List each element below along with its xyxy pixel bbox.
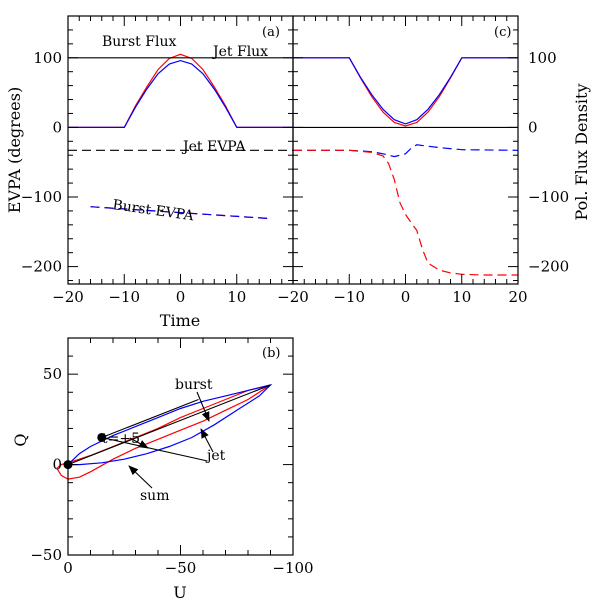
panel-c-y-tick-label: −100 (528, 188, 569, 206)
panel-b-y-tick-label: 50 (43, 365, 62, 383)
panel-c-label: (c) (494, 25, 511, 40)
y-axis-title-evpa: EVPA (degrees) (5, 87, 24, 213)
panel-a-series-5-blue-dashed (90, 206, 271, 220)
panel-c-series-1-blue-solid (293, 57, 518, 125)
burst-label: burst (175, 377, 213, 393)
panel-c-series-4-red-dashed (293, 149, 518, 276)
panel-b-label: (b) (262, 346, 280, 361)
panel-b-x-tick-label: −100 (272, 559, 313, 577)
panel-b-point-0 (63, 460, 73, 470)
panel-b-series-4-black-solid (101, 436, 208, 462)
jet-label: jet (205, 448, 226, 464)
y-axis-title-q: Q (11, 433, 30, 446)
panel-a-x-tick-label: 10 (227, 288, 246, 306)
panel-a-y-tick-label: −100 (21, 188, 62, 206)
panel-b-point-1 (97, 432, 107, 442)
panel-b-series-2-black-solid (67, 384, 271, 466)
jet-arrow (200, 428, 214, 453)
panel-a-y-tick-label: −200 (21, 258, 62, 276)
burst-arrow (196, 391, 210, 422)
t-plus-5-arrow (129, 437, 149, 449)
panel-b-y-tick-label: −50 (30, 546, 62, 564)
panel-c-x-tick-label: 0 (401, 288, 411, 306)
panel-a-x-tick-label: −10 (108, 288, 140, 306)
burst-evpa-label: Burst EVPA (111, 197, 195, 224)
panel-c-y-tick-label: −200 (528, 258, 569, 276)
panel-b-y-tick-label: 0 (52, 456, 62, 474)
panel-c-y-tick-label: 100 (528, 49, 557, 67)
sum-arrow (128, 465, 153, 489)
panel-a-series-0-red-solid (68, 53, 293, 129)
burst-flux-label: Burst Flux (102, 34, 176, 50)
panel-a-x-tick-label: −20 (52, 288, 84, 306)
t-plus-5-label: t=+5 (102, 431, 140, 447)
x-axis-title-u: U (173, 583, 186, 602)
panel-c-x-tick-label: 20 (508, 288, 527, 306)
panel-b-x-tick-label: 0 (63, 559, 73, 577)
panel-a-label: (a) (262, 25, 280, 40)
panel-b-x-tick-label: −50 (165, 559, 197, 577)
panel-a-y-tick-label: 100 (33, 49, 62, 67)
panel-a-y-tick-label: 0 (52, 118, 62, 136)
panel-b-series-0-red-solid (56, 384, 271, 480)
panel-a-series-1-blue-solid (68, 59, 293, 129)
x-axis-title-time: Time (160, 311, 200, 330)
sum-label: sum (140, 488, 169, 504)
jet-evpa-label: Jet EVPA (181, 139, 246, 155)
panel-c-x-tick-label: 10 (452, 288, 471, 306)
y-axis-title-pol-flux: Pol. Flux Density (572, 83, 591, 220)
panel-c-x-tick-label: −10 (333, 288, 365, 306)
panel-a-x-tick-label: 0 (176, 288, 186, 306)
panel-c-series-0-red-solid (293, 57, 518, 127)
panel-c-y-tick-label: 0 (528, 118, 538, 136)
panel-c-x-tick-label: −20 (277, 288, 309, 306)
jet-flux-label: Jet Flux (211, 44, 268, 60)
panel-b-series-3-black-solid (101, 398, 199, 439)
